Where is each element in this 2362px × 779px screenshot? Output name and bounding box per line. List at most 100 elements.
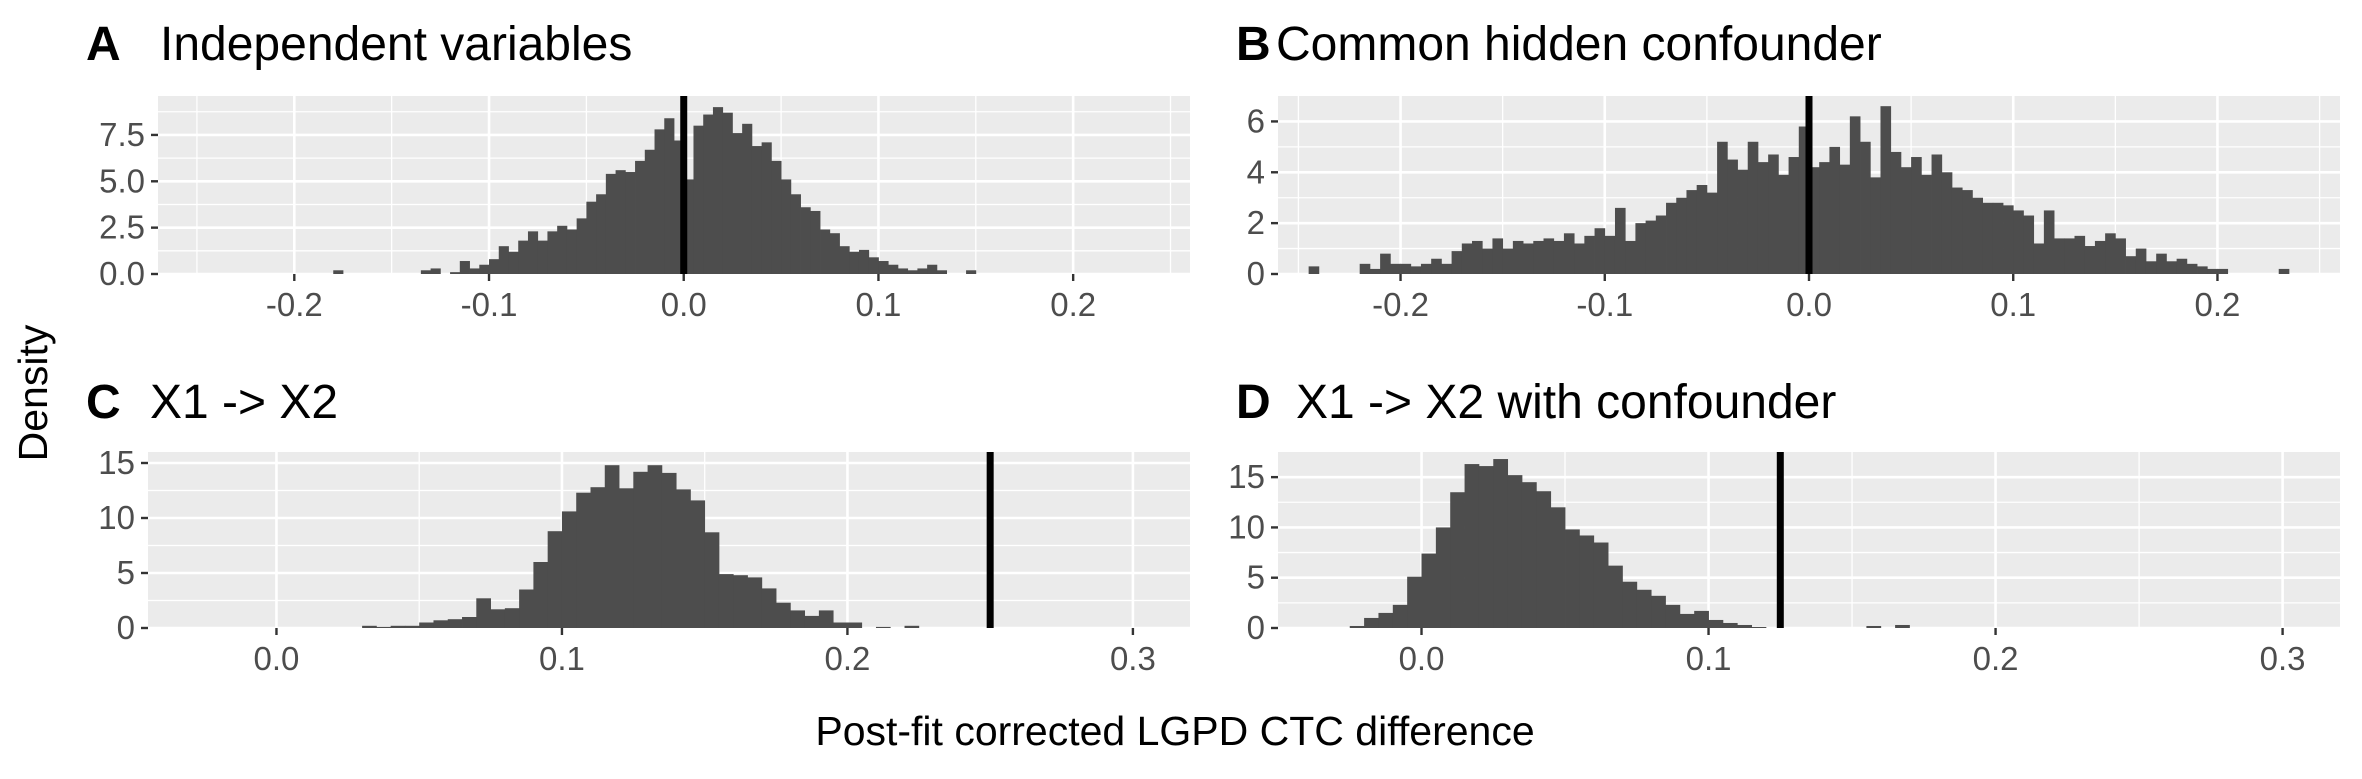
histogram-bar xyxy=(362,625,377,628)
histogram-bar xyxy=(2217,268,2229,274)
y-tick-label: 2 xyxy=(1247,204,1265,241)
histogram-bar xyxy=(1594,228,1606,274)
histogram-bar xyxy=(566,229,578,274)
histogram-bar xyxy=(712,107,724,274)
histogram-bar xyxy=(927,264,938,274)
histogram-bar xyxy=(1645,220,1657,274)
histogram-bar xyxy=(420,270,432,274)
histogram-bar xyxy=(430,268,441,274)
y-tick-label: 0.0 xyxy=(99,255,145,292)
histogram-bar xyxy=(1747,141,1759,274)
histogram-bar xyxy=(1992,202,2004,274)
x-tick-label: -0.2 xyxy=(1372,286,1429,323)
histogram-bar xyxy=(1778,174,1789,274)
histogram-bar xyxy=(2064,238,2075,274)
y-tick-label: 6 xyxy=(1247,102,1265,139)
histogram-bar xyxy=(1717,141,1728,274)
histogram-bar xyxy=(703,114,714,275)
histogram-bar xyxy=(561,511,577,628)
histogram-bar xyxy=(761,588,777,628)
histogram-bar xyxy=(518,240,529,274)
y-tick-label: 0 xyxy=(117,609,135,646)
histogram-bar xyxy=(751,146,763,274)
x-tick-label: 0.1 xyxy=(856,286,902,323)
histogram-bar xyxy=(1860,141,1871,274)
histogram-bar xyxy=(1450,492,1465,628)
histogram-bar xyxy=(833,622,848,628)
histogram-bar xyxy=(858,249,870,274)
histogram-bar xyxy=(1410,266,1422,274)
histogram-bar xyxy=(1849,116,1861,274)
histogram-bar xyxy=(1472,240,1483,274)
histogram-bar xyxy=(615,170,626,274)
histogram-bar xyxy=(1579,535,1595,628)
histogram-bar xyxy=(804,615,820,628)
histogram-bar xyxy=(1608,565,1623,628)
histogram-bar xyxy=(1492,238,1504,274)
y-tick-label: 15 xyxy=(1228,458,1265,495)
histogram-bar xyxy=(1400,263,1412,274)
histogram-bar xyxy=(690,500,706,628)
histogram-bar xyxy=(1565,529,1580,628)
histogram-bar xyxy=(576,218,587,274)
histogram-bar xyxy=(1420,263,1432,274)
histogram-bar xyxy=(1757,162,1769,274)
histogram-bar xyxy=(508,251,519,274)
histogram-bar xyxy=(1464,464,1480,628)
x-tick-label: 0.1 xyxy=(1990,286,2036,323)
y-axis-title: Density xyxy=(10,324,56,461)
x-tick-label: -0.1 xyxy=(461,286,518,323)
histogram-bar xyxy=(868,257,879,274)
histogram-bar xyxy=(1584,235,1595,274)
histogram-bar xyxy=(1911,157,1922,274)
histogram-bar xyxy=(1737,169,1749,274)
y-tick-label: 15 xyxy=(98,444,135,481)
histogram-bar xyxy=(1696,185,1708,274)
x-tick-label: 0.1 xyxy=(1686,640,1732,677)
histogram-bar xyxy=(849,251,860,274)
histogram-bar xyxy=(1431,258,1442,274)
y-tick-label: 5.0 xyxy=(99,162,145,199)
histogram-bar xyxy=(907,270,918,274)
panel-title: Common hidden confounder xyxy=(1276,18,1882,71)
histogram-bar xyxy=(1921,174,1932,274)
histogram-bar xyxy=(1349,625,1365,628)
histogram-bar xyxy=(1380,253,1391,274)
histogram-bar xyxy=(810,210,821,274)
histogram-bar xyxy=(519,589,534,628)
x-tick-label: -0.2 xyxy=(266,286,323,323)
histogram-bar xyxy=(761,142,772,274)
histogram-bar xyxy=(586,201,597,274)
histogram-bar xyxy=(619,488,634,628)
histogram-bar xyxy=(1478,466,1494,628)
histogram-bar xyxy=(1635,223,1647,274)
panel-letter: D xyxy=(1236,376,1271,429)
histogram-bar xyxy=(433,620,449,628)
histogram-bar xyxy=(2207,268,2218,274)
histogram-bar xyxy=(590,487,606,628)
histogram-bar xyxy=(1435,527,1451,628)
histogram-bar xyxy=(1972,197,1983,274)
histogram-bar xyxy=(557,225,568,274)
histogram-bar xyxy=(644,149,655,274)
histogram-bar xyxy=(2033,243,2045,274)
histogram-bar xyxy=(2176,258,2188,274)
histogram-bar xyxy=(490,609,506,628)
histogram-bar xyxy=(722,112,733,274)
histogram-bar xyxy=(718,574,734,628)
histogram-bar xyxy=(917,268,928,274)
x-tick-label: 0.2 xyxy=(1973,640,2019,677)
histogram-bar xyxy=(683,179,694,274)
histogram-bar xyxy=(674,140,685,274)
histogram-bar xyxy=(1839,164,1851,274)
histogram-bar xyxy=(1550,507,1566,628)
y-tick-label: 10 xyxy=(98,499,135,536)
x-axis-title: Post-fit corrected LGPD CTC difference xyxy=(815,708,1534,754)
x-tick-label: 0.2 xyxy=(824,640,870,677)
histogram-bar xyxy=(1604,235,1616,274)
x-tick-label: 0.2 xyxy=(1050,286,1096,323)
histogram-bar xyxy=(1622,581,1638,628)
histogram-bar xyxy=(829,233,840,274)
x-tick-label: 0.0 xyxy=(254,640,300,677)
x-tick-label: 0.0 xyxy=(661,286,707,323)
